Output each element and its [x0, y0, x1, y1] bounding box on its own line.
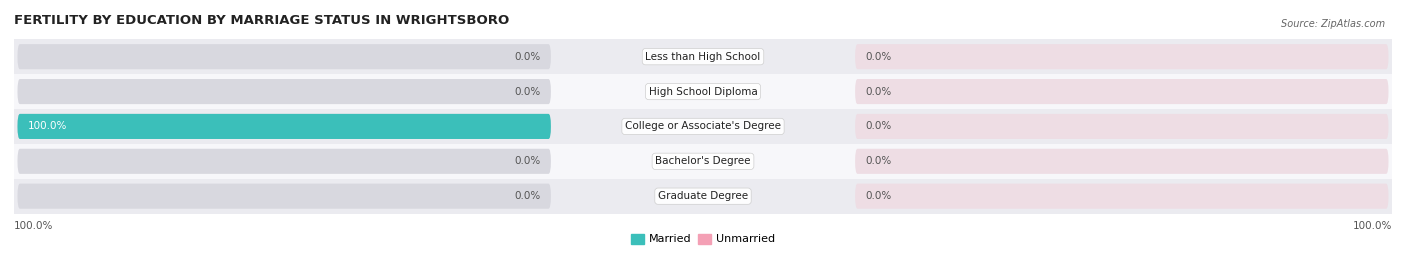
FancyBboxPatch shape	[855, 184, 1389, 209]
FancyBboxPatch shape	[17, 44, 551, 69]
Legend: Married, Unmarried: Married, Unmarried	[627, 229, 779, 249]
Text: 0.0%: 0.0%	[866, 87, 891, 97]
Text: 0.0%: 0.0%	[515, 191, 540, 201]
Bar	[14, 144, 1392, 179]
Text: 100.0%: 100.0%	[28, 121, 67, 132]
FancyBboxPatch shape	[17, 79, 551, 104]
Text: Source: ZipAtlas.com: Source: ZipAtlas.com	[1281, 19, 1385, 29]
FancyBboxPatch shape	[855, 114, 1389, 139]
Text: 0.0%: 0.0%	[866, 156, 891, 166]
FancyBboxPatch shape	[17, 114, 551, 139]
Text: 0.0%: 0.0%	[515, 87, 540, 97]
Text: Graduate Degree: Graduate Degree	[658, 191, 748, 201]
FancyBboxPatch shape	[17, 114, 551, 139]
Bar	[14, 39, 1392, 74]
Text: Less than High School: Less than High School	[645, 52, 761, 62]
Text: FERTILITY BY EDUCATION BY MARRIAGE STATUS IN WRIGHTSBORO: FERTILITY BY EDUCATION BY MARRIAGE STATU…	[14, 14, 509, 27]
Text: 100.0%: 100.0%	[14, 221, 53, 231]
Text: 0.0%: 0.0%	[515, 156, 540, 166]
Text: 0.0%: 0.0%	[866, 191, 891, 201]
Text: 0.0%: 0.0%	[515, 52, 540, 62]
Text: 0.0%: 0.0%	[866, 121, 891, 132]
FancyBboxPatch shape	[17, 149, 551, 174]
FancyBboxPatch shape	[855, 149, 1389, 174]
Text: High School Diploma: High School Diploma	[648, 87, 758, 97]
Bar	[14, 109, 1392, 144]
FancyBboxPatch shape	[855, 44, 1389, 69]
Bar	[14, 179, 1392, 214]
Text: 100.0%: 100.0%	[1353, 221, 1392, 231]
Text: College or Associate's Degree: College or Associate's Degree	[626, 121, 780, 132]
Text: 0.0%: 0.0%	[866, 52, 891, 62]
Bar	[14, 74, 1392, 109]
FancyBboxPatch shape	[855, 79, 1389, 104]
FancyBboxPatch shape	[17, 184, 551, 209]
Text: Bachelor's Degree: Bachelor's Degree	[655, 156, 751, 166]
